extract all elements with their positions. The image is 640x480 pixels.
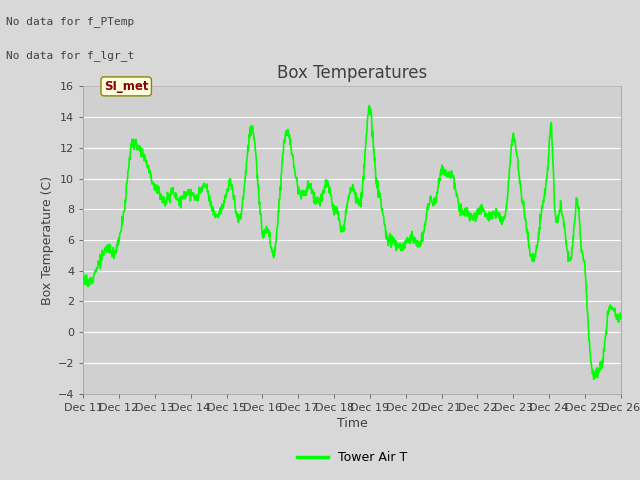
Title: Box Temperatures: Box Temperatures	[277, 64, 427, 82]
Legend: Tower Air T: Tower Air T	[292, 446, 412, 469]
X-axis label: Time: Time	[337, 417, 367, 430]
Text: No data for f_lgr_t: No data for f_lgr_t	[6, 49, 134, 60]
Text: No data for f_PTemp: No data for f_PTemp	[6, 16, 134, 27]
Text: SI_met: SI_met	[104, 80, 148, 93]
Y-axis label: Box Temperature (C): Box Temperature (C)	[40, 175, 54, 305]
